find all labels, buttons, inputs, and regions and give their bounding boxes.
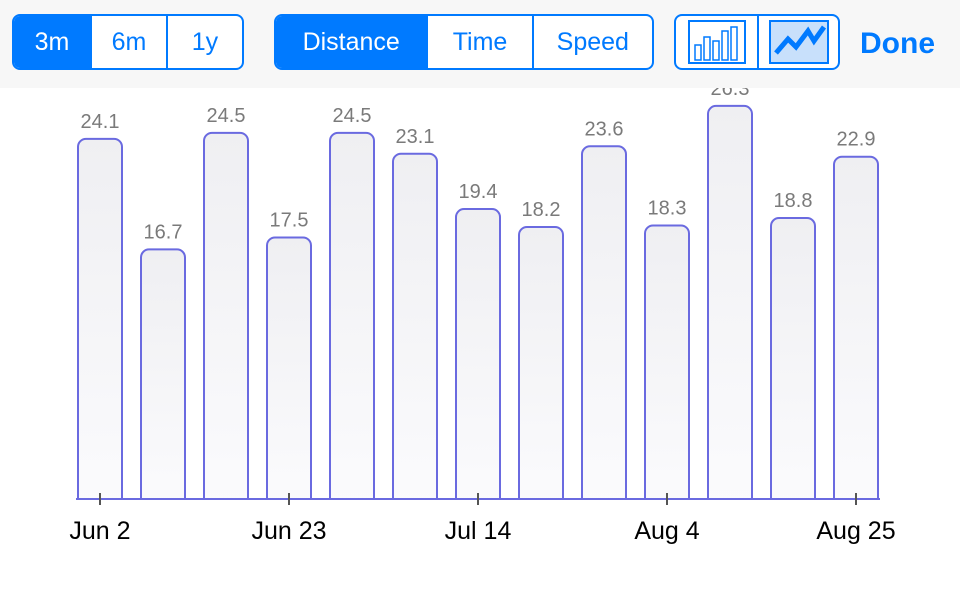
bar-value-label: 26.3 <box>711 88 750 100</box>
bar <box>140 248 186 508</box>
bar <box>329 131 375 508</box>
bar-value-label: 22.9 <box>837 129 876 151</box>
bar-value-label: 24.5 <box>207 105 246 127</box>
metric-speed-button[interactable]: Speed <box>531 16 652 68</box>
done-button[interactable]: Done <box>860 27 935 60</box>
x-tick-label: Aug 25 <box>816 517 895 545</box>
range-6m-button[interactable]: 6m <box>89 16 166 68</box>
x-tick-label: Jun 23 <box>251 517 326 545</box>
metric-time-button[interactable]: Time <box>426 16 531 68</box>
bar-value-label: 24.1 <box>81 111 120 133</box>
baseline-mask <box>0 500 960 512</box>
bar-value-label: 18.8 <box>774 190 813 212</box>
bar <box>203 131 249 508</box>
bar <box>770 217 816 508</box>
bar-value-label: 23.6 <box>585 118 624 140</box>
bar <box>392 152 438 508</box>
metric-segmented-control: Distance Time Speed <box>274 14 654 70</box>
bar-value-label: 16.7 <box>144 221 183 243</box>
range-3m-button[interactable]: 3m <box>14 16 90 68</box>
bar <box>644 224 690 509</box>
bar <box>266 236 312 508</box>
bar <box>77 137 123 508</box>
x-tick-label: Aug 4 <box>634 517 699 545</box>
x-tick-label: Jul 14 <box>445 517 512 545</box>
bar <box>707 104 753 509</box>
bar-value-label: 18.3 <box>648 197 687 219</box>
bar-value-label: 24.5 <box>333 105 372 127</box>
time-range-segmented-control: 3m 6m 1y <box>12 14 244 70</box>
chart-type-segmented-control <box>674 14 840 70</box>
bar-chart-icon <box>687 20 746 64</box>
bar-value-label: 19.4 <box>459 181 498 203</box>
x-tick-label: Jun 2 <box>69 517 130 545</box>
bar-chart-button[interactable] <box>676 16 757 68</box>
bar-value-label: 18.2 <box>522 199 561 221</box>
metric-distance-button[interactable]: Distance <box>276 16 427 68</box>
line-chart-button[interactable] <box>757 16 838 68</box>
distance-bar-chart: 24.1 16.7 24.5 17.5 24.5 23.1 19.4 18.2 23.6 18.3… <box>0 88 960 545</box>
bar-value-label: 23.1 <box>396 126 435 148</box>
range-1y-button[interactable]: 1y <box>165 16 242 68</box>
bar <box>518 225 564 508</box>
bar-value-label: 17.5 <box>270 209 309 231</box>
chart-toolbar: 3m 6m 1y Distance Time Speed Done <box>0 0 960 88</box>
bar <box>455 208 501 508</box>
bar <box>833 155 879 509</box>
bar <box>581 145 627 509</box>
line-chart-icon <box>768 20 829 64</box>
